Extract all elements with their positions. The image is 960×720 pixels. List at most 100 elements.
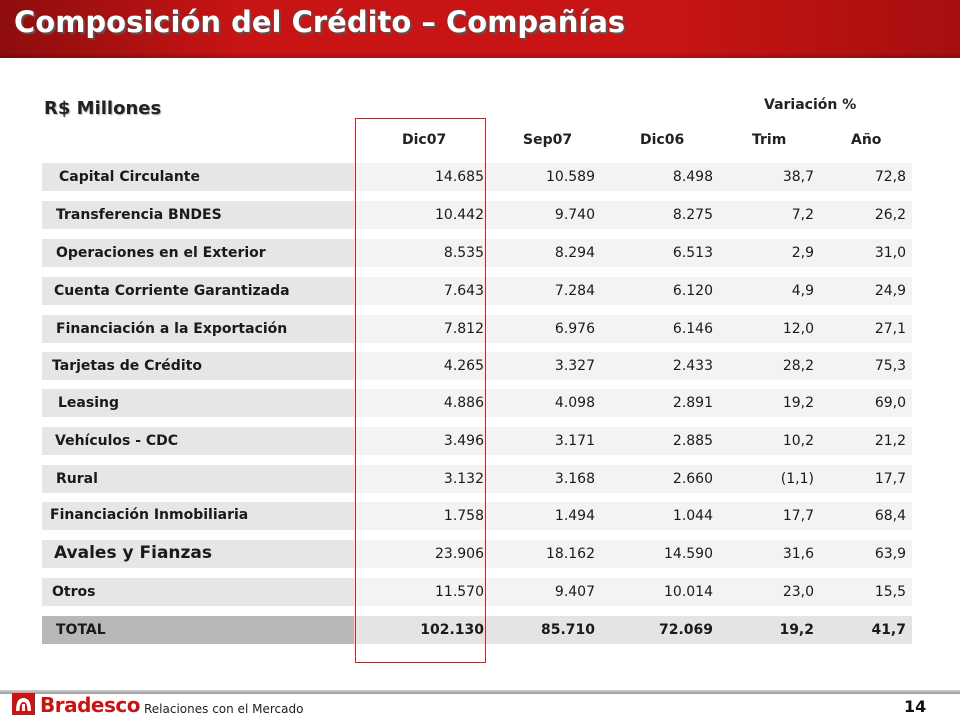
units-label: R$ Millones	[44, 98, 162, 119]
cell-ano: 27,1	[874, 321, 906, 337]
cell-dic06: 14.590	[664, 546, 713, 562]
cell-dic06: 2.891	[672, 395, 713, 411]
footer-caption: Relaciones con el Mercado	[144, 702, 304, 716]
cell-ano: 69,0	[874, 395, 906, 411]
cell-dic07: 11.570	[435, 584, 484, 600]
row-values-cell: 11.570 9.407 10.014 23,0 15,5	[354, 578, 912, 606]
cell-trim: 19,2	[779, 622, 814, 638]
row-label-cell: Avales y Fianzas	[42, 540, 354, 568]
row-label: Financiación a la Exportación	[56, 321, 288, 337]
cell-trim: 19,2	[782, 395, 814, 411]
row-values-cell: 4.886 4.098 2.891 19,2 69,0	[354, 389, 912, 417]
cell-dic06: 2.433	[672, 358, 713, 374]
table-row: Operaciones en el Exterior 8.535 8.294 6…	[42, 239, 912, 267]
table-row: Transferencia BNDES 10.442 9.740 8.275 7…	[42, 201, 912, 229]
table-row: Rural 3.132 3.168 2.660 (1,1) 17,7	[42, 465, 912, 493]
cell-ano: 41,7	[871, 622, 906, 638]
table-row: Leasing 4.886 4.098 2.891 19,2 69,0	[42, 389, 912, 417]
title-bar: Composición del Crédito – Compañías	[0, 0, 960, 58]
row-label-cell: Operaciones en el Exterior	[42, 239, 354, 267]
cell-trim: 23,0	[782, 584, 814, 600]
page-number: 14	[904, 697, 927, 716]
cell-dic06: 2.660	[672, 471, 713, 487]
cell-ano: 68,4	[874, 508, 906, 524]
cell-ano: 21,2	[874, 433, 906, 449]
cell-sep07: 9.407	[554, 584, 595, 600]
cell-ano: 31,0	[874, 245, 906, 261]
cell-dic07: 8.535	[443, 245, 484, 261]
brand-logo-text: Bradesco	[40, 693, 140, 717]
cell-dic07: 3.132	[443, 471, 484, 487]
slide-title: Composición del Crédito – Compañías	[14, 5, 626, 39]
cell-dic07: 4.886	[443, 395, 484, 411]
cell-dic06: 10.014	[664, 584, 713, 600]
footer-divider	[0, 690, 960, 694]
row-label: Otros	[52, 584, 96, 600]
cell-trim: 12,0	[782, 321, 814, 337]
row-label-cell: Financiación a la Exportación	[42, 315, 354, 343]
cell-dic06: 72.069	[658, 622, 713, 638]
cell-sep07: 10.589	[546, 169, 595, 185]
row-values-cell: 4.265 3.327 2.433 28,2 75,3	[354, 352, 912, 380]
row-values-cell: 8.535 8.294 6.513 2,9 31,0	[354, 239, 912, 267]
cell-dic07: 1.758	[443, 508, 484, 524]
table-row: Cuenta Corriente Garantizada 7.643 7.284…	[42, 277, 912, 305]
bradesco-tree-icon	[12, 693, 35, 715]
cell-ano: 63,9	[874, 546, 906, 562]
cell-dic07: 14.685	[435, 169, 484, 185]
cell-dic06: 8.275	[672, 207, 713, 223]
row-values-cell: 7.812 6.976 6.146 12,0 27,1	[354, 315, 912, 343]
table-row: Tarjetas de Crédito 4.265 3.327 2.433 28…	[42, 352, 912, 380]
cell-sep07: 3.168	[554, 471, 595, 487]
row-label: Transferencia BNDES	[56, 207, 222, 223]
row-label-cell: Rural	[42, 465, 354, 493]
cell-dic07: 102.130	[420, 622, 484, 638]
cell-ano: 72,8	[874, 169, 906, 185]
cell-dic07: 10.442	[435, 207, 484, 223]
cell-ano: 15,5	[874, 584, 906, 600]
row-label: TOTAL	[56, 622, 106, 638]
row-label: Vehículos - CDC	[55, 433, 179, 449]
cell-ano: 75,3	[874, 358, 906, 374]
row-label-cell: TOTAL	[42, 616, 354, 644]
cell-dic07: 3.496	[443, 433, 484, 449]
cell-trim: 38,7	[782, 169, 814, 185]
cell-dic06: 8.498	[672, 169, 713, 185]
row-label-cell: Cuenta Corriente Garantizada	[42, 277, 354, 305]
column-header-dic07: Dic07	[402, 132, 447, 148]
cell-sep07: 7.284	[554, 283, 595, 299]
cell-trim: 10,2	[782, 433, 814, 449]
row-label: Capital Circulante	[59, 169, 200, 185]
cell-sep07: 6.976	[554, 321, 595, 337]
cell-sep07: 1.494	[554, 508, 595, 524]
cell-dic07: 7.812	[443, 321, 484, 337]
row-label: Financiación Inmobiliaria	[50, 507, 249, 523]
cell-dic06: 2.885	[672, 433, 713, 449]
table-row: Financiación a la Exportación 7.812 6.97…	[42, 315, 912, 343]
table-row: Vehículos - CDC 3.496 3.171 2.885 10,2 2…	[42, 427, 912, 455]
row-label-cell: Financiación Inmobiliaria	[42, 502, 354, 530]
table-row: Avales y Fianzas 23.906 18.162 14.590 31…	[42, 540, 912, 568]
cell-sep07: 18.162	[546, 546, 595, 562]
cell-sep07: 4.098	[554, 395, 595, 411]
row-label-cell: Transferencia BNDES	[42, 201, 354, 229]
cell-dic07: 23.906	[435, 546, 484, 562]
cell-trim: 31,6	[782, 546, 814, 562]
table-row-total: TOTAL 102.130 85.710 72.069 19,2 41,7	[42, 616, 912, 644]
row-label-cell: Leasing	[42, 389, 354, 417]
cell-dic06: 6.146	[672, 321, 713, 337]
cell-trim: 28,2	[782, 358, 814, 374]
cell-ano: 24,9	[874, 283, 906, 299]
row-values-cell: 10.442 9.740 8.275 7,2 26,2	[354, 201, 912, 229]
row-values-cell: 1.758 1.494 1.044 17,7 68,4	[354, 502, 912, 530]
row-label: Cuenta Corriente Garantizada	[54, 283, 290, 299]
row-label: Operaciones en el Exterior	[56, 245, 266, 261]
cell-dic07: 7.643	[443, 283, 484, 299]
cell-sep07: 9.740	[554, 207, 595, 223]
cell-sep07: 85.710	[540, 622, 595, 638]
cell-dic06: 1.044	[672, 508, 713, 524]
column-header-sep07: Sep07	[523, 132, 573, 148]
row-values-cell: 102.130 85.710 72.069 19,2 41,7	[354, 616, 912, 644]
row-label: Avales y Fianzas	[54, 543, 212, 563]
cell-trim: 17,7	[782, 508, 814, 524]
